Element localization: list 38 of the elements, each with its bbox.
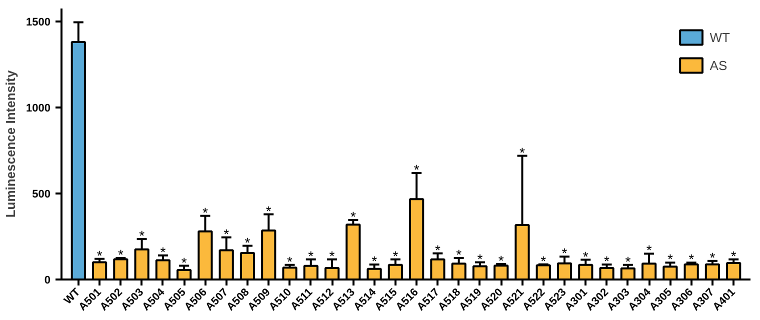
- annotation: *: [477, 250, 484, 267]
- annotation: *: [688, 251, 695, 268]
- y-tick-label: 500: [32, 188, 51, 200]
- annotation: *: [266, 202, 272, 219]
- y-axis-title: Luminescence Intensity: [3, 70, 18, 218]
- y-tick-label: 1500: [26, 16, 51, 28]
- annotation: *: [625, 253, 632, 270]
- annotation: *: [118, 246, 124, 263]
- annotation: *: [434, 242, 441, 258]
- annotation: *: [582, 248, 589, 264]
- annotation: *: [520, 144, 526, 160]
- y-tick-label: 0: [44, 274, 51, 286]
- annotation: *: [498, 252, 504, 269]
- annotation: *: [160, 244, 166, 260]
- annotation: *: [350, 208, 356, 225]
- annotation: *: [202, 204, 208, 220]
- annotation: *: [604, 253, 610, 270]
- legend-label: WT: [710, 30, 730, 44]
- annotation: *: [562, 245, 568, 262]
- y-tick-label: 1000: [26, 102, 51, 114]
- annotation: *: [540, 252, 547, 269]
- annotation: *: [392, 248, 399, 264]
- legend-label: AS: [710, 58, 728, 72]
- annotation: *: [287, 253, 294, 270]
- annotation: *: [667, 251, 674, 268]
- annotation: *: [139, 228, 146, 244]
- annotation: *: [710, 249, 716, 266]
- annotation: *: [244, 234, 251, 250]
- annotation: *: [181, 254, 188, 270]
- annotation: *: [646, 242, 652, 258]
- annotation: *: [456, 246, 462, 263]
- annotation: *: [329, 248, 336, 264]
- annotation: *: [224, 226, 230, 242]
- annotation: *: [308, 248, 314, 264]
- annotation: *: [372, 253, 378, 270]
- annotation: *: [96, 247, 103, 264]
- annotation: *: [414, 162, 420, 178]
- annotation: *: [730, 248, 737, 264]
